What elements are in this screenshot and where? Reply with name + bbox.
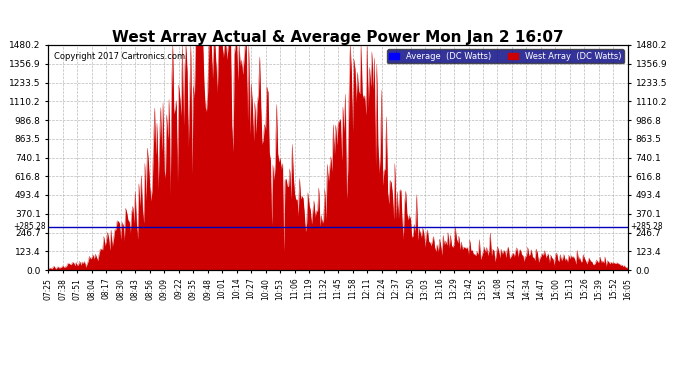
Text: +285.28: +285.28 — [13, 222, 46, 231]
Title: West Array Actual & Average Power Mon Jan 2 16:07: West Array Actual & Average Power Mon Ja… — [112, 30, 564, 45]
Text: Copyright 2017 Cartronics.com: Copyright 2017 Cartronics.com — [54, 52, 185, 61]
Text: +285.28: +285.28 — [631, 222, 663, 231]
Legend: Average  (DC Watts), West Array  (DC Watts): Average (DC Watts), West Array (DC Watts… — [387, 49, 624, 63]
